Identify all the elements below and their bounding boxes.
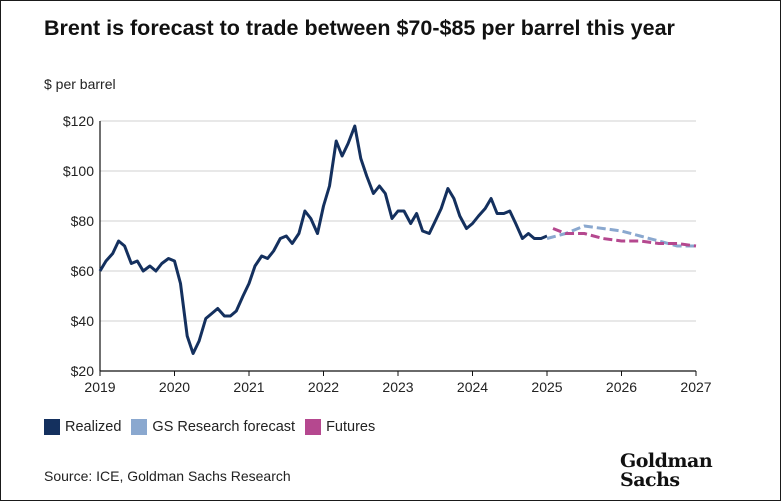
- y-tick-label: $100: [63, 163, 94, 179]
- legend-item-futures: Futures: [305, 419, 375, 435]
- x-tick-label: 2025: [531, 379, 562, 395]
- x-tick-label: 2019: [84, 379, 115, 395]
- legend: Realized GS Research forecast Futures: [44, 419, 385, 435]
- logo-line-1: Goldman: [620, 450, 713, 472]
- x-tick-label: 2023: [382, 379, 413, 395]
- series-futures-line: [552, 227, 697, 248]
- legend-label-futures: Futures: [326, 419, 376, 435]
- y-tick-label: $40: [71, 313, 95, 329]
- x-tick-label: 2021: [233, 379, 264, 395]
- legend-item-realized: Realized: [44, 419, 121, 435]
- x-tick-label: 2027: [680, 379, 711, 395]
- goldman-sachs-logo: Goldman Sachs: [620, 450, 713, 491]
- x-tick-label: 2022: [308, 379, 339, 395]
- y-tick-label: $20: [71, 363, 95, 379]
- y-tick-label: $60: [71, 263, 95, 279]
- chart-title: Brent is forecast to trade between $70-$…: [44, 16, 675, 40]
- y-tick-label: $80: [71, 213, 95, 229]
- legend-label-realized: Realized: [65, 419, 122, 435]
- y-tick-label: $120: [63, 113, 94, 129]
- legend-swatch-realized: [44, 419, 60, 435]
- x-tick-label: 2024: [457, 379, 488, 395]
- x-tick-label: 2020: [159, 379, 190, 395]
- legend-swatch-futures: [305, 419, 322, 435]
- logo-line-2: Sachs: [620, 469, 680, 491]
- series-realized-line: [98, 124, 548, 355]
- x-tick-label: 2026: [606, 379, 637, 395]
- y-axis-unit-label: $ per barrel: [44, 76, 116, 92]
- legend-item-gs-forecast: GS Research forecast: [131, 419, 295, 435]
- legend-label-gs-forecast: GS Research forecast: [152, 419, 296, 435]
- legend-swatch-gs-forecast: [131, 419, 148, 435]
- source-note: Source: ICE, Goldman Sachs Research: [44, 468, 291, 484]
